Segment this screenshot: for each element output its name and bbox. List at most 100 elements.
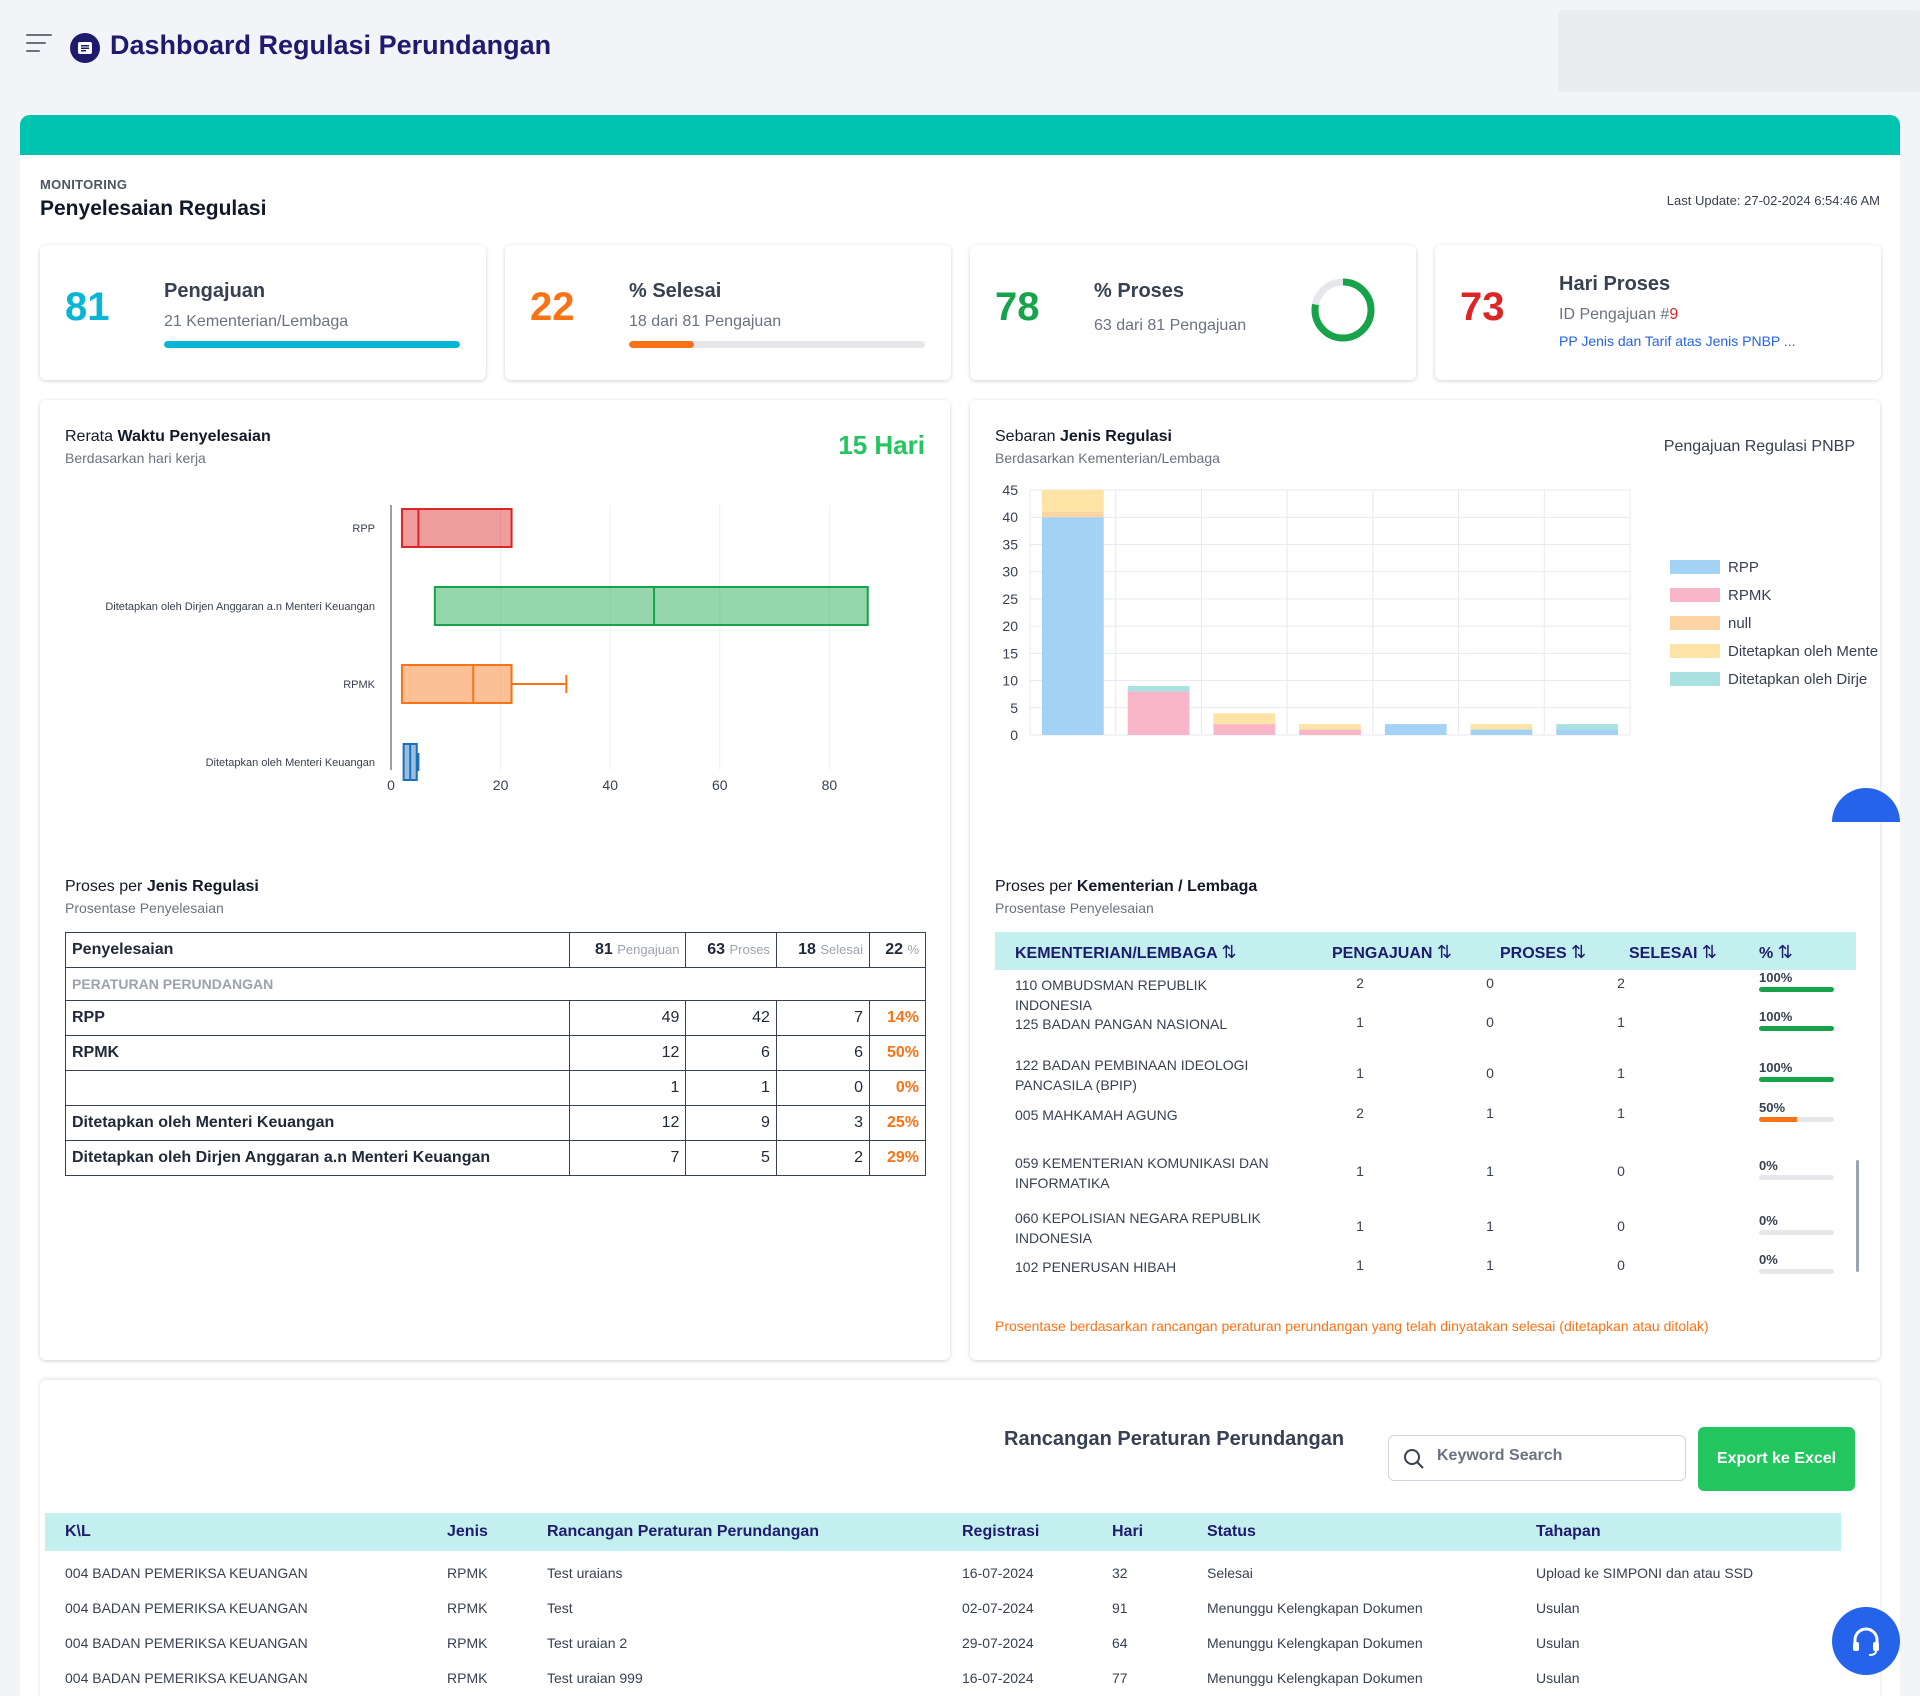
sort-icon: ⇅: [1436, 942, 1453, 962]
main-card: MONITORING Penyelesaian Regulasi Last Up…: [20, 115, 1900, 1696]
regulation-link[interactable]: PP Jenis dan Tarif atas Jenis PNBP ...: [1559, 333, 1796, 349]
legend-label: RPMK: [1728, 587, 1771, 604]
pct-bar: [1759, 987, 1834, 992]
sort-icon: ⇅: [1777, 942, 1793, 962]
stat-title: Pengajuan: [164, 280, 266, 302]
col-header-hari[interactable]: Hari: [1112, 1523, 1144, 1540]
col-header-pengajuan[interactable]: PENGAJUAN ⇅: [1332, 942, 1453, 962]
table-row[interactable]: 004 BADAN PEMERIKSA KEUANGAN RPMK Test ura…: [45, 1660, 1841, 1695]
x-tick-label: 60: [712, 777, 728, 790]
search-field[interactable]: [1388, 1435, 1686, 1481]
table-row: Ditetapkan oleh Menteri Keuangan 12 9 3 …: [65, 1105, 926, 1141]
bar-segment: [1556, 724, 1618, 730]
stat-progress: [629, 341, 925, 348]
cell-pengajuan: 1: [1356, 1163, 1364, 1179]
search-icon: [1404, 1449, 1424, 1469]
jenis-table: Penyelesaian 81 Pengajuan 63 Proses 18 S…: [65, 932, 926, 1176]
y-tick-label: 5: [1010, 700, 1018, 716]
export-excel-button[interactable]: Export ke Excel: [1698, 1427, 1855, 1491]
kl-subtitle: Prosentase Penyelesaian: [995, 900, 1154, 916]
cell-proses: 0: [1486, 1014, 1494, 1030]
sort-icon: ⇅: [1701, 942, 1718, 962]
section-row: PERATURAN PERUNDANGAN: [65, 967, 926, 1001]
search-input[interactable]: [1437, 1447, 1667, 1465]
col-header-jenis[interactable]: Jenis: [447, 1523, 488, 1540]
bar-segment: [1470, 724, 1533, 730]
stat-card-selesai: 22 % Selesai 18 dari 81 Pengajuan: [505, 245, 951, 380]
cell-proses: 1: [1486, 1218, 1494, 1234]
cell-hari: 77: [1112, 1670, 1128, 1686]
cell-pengajuan: 1: [1356, 1014, 1364, 1030]
row-label: RPP: [65, 1000, 570, 1036]
bar-segment: [1470, 729, 1533, 735]
stat-subtitle: 63 dari 81 Pengajuan: [1094, 317, 1247, 334]
bar-segment: [1213, 724, 1276, 735]
cell-registrasi: 16-07-2024: [962, 1670, 1034, 1686]
pct-bar: [1759, 1269, 1834, 1274]
jenis-subtitle: Prosentase Penyelesaian: [65, 900, 224, 916]
waktu-value: 15 Hari: [838, 430, 925, 460]
sebaran-panel: Sebaran Jenis Regulasi Berdasarkan Kemen…: [970, 400, 1880, 1360]
headset-icon[interactable]: [1832, 1607, 1900, 1675]
cell-selesai: 3: [775, 1105, 871, 1141]
cell-tahapan: Upload ke SIMPONI dan atau SSD: [1536, 1565, 1754, 1581]
table-row: RPMK 12 6 6 50%: [65, 1035, 926, 1071]
kl-name: 005 MAHKAMAH AGUNG: [1015, 1107, 1178, 1123]
cell-tahapan: Usulan: [1536, 1635, 1580, 1651]
x-tick-label: 40: [602, 777, 618, 790]
stat-value: 78: [995, 285, 1040, 329]
cell-proses: 1: [1486, 1257, 1494, 1273]
legend-swatch: [1670, 560, 1720, 574]
user-area: [1558, 10, 1920, 92]
cell-pengajuan: 2: [1356, 975, 1364, 991]
kl-note: Prosentase berdasarkan rancangan peratur…: [995, 1318, 1709, 1334]
rancangan-title: Rancangan Peraturan Perundangan: [1004, 1428, 1345, 1450]
cell-selesai: 0: [1617, 1163, 1625, 1179]
rancangan-table-header: K\L Jenis Rancangan Peraturan Perundanga…: [45, 1513, 1841, 1551]
cell-proses: 0: [1486, 1065, 1494, 1081]
row-label: RPMK: [65, 1035, 570, 1071]
col-header-status[interactable]: Status: [1207, 1523, 1256, 1540]
bar-segment: [1127, 686, 1190, 692]
cell-pct: 0%: [869, 1070, 926, 1106]
x-tick-label: 0: [387, 777, 395, 790]
table-row[interactable]: 004 BADAN PEMERIKSA KEUANGAN RPMK Test ura…: [45, 1625, 1841, 1660]
cell-selesai: 6: [775, 1035, 871, 1071]
cell-rancangan: Test uraian 999: [547, 1670, 643, 1686]
cell-proses: 42: [685, 1000, 777, 1036]
stat-value: 81: [65, 285, 110, 329]
x-tick-label: 80: [822, 777, 838, 790]
bar-segment: [1042, 511, 1104, 518]
cell-tahapan: Usulan: [1536, 1600, 1580, 1616]
scrollbar[interactable]: [1856, 1160, 1859, 1272]
proses-donut: [1311, 278, 1375, 342]
kl-name: 059 KEMENTERIAN KOMUNIKASI DAN INFORMATI…: [1015, 1155, 1269, 1191]
y-tick-label: 20: [1002, 618, 1018, 634]
col-header-kl[interactable]: KEMENTERIAN/LEMBAGA ⇅: [1015, 942, 1237, 962]
col-header-kl[interactable]: K\L: [65, 1523, 91, 1540]
cell-jenis: RPMK: [447, 1565, 488, 1581]
col-header-tahapan[interactable]: Tahapan: [1536, 1523, 1601, 1540]
bar-segment: [1127, 691, 1190, 735]
col-header-proses[interactable]: PROSES ⇅: [1500, 942, 1587, 962]
col-header-pct[interactable]: % ⇅: [1759, 942, 1793, 962]
cell-proses: 1: [1486, 1163, 1494, 1179]
cell-selesai: 0: [1617, 1257, 1625, 1273]
stat-subtitle: 18 dari 81 Pengajuan: [629, 313, 782, 330]
col-header-rancangan[interactable]: Rancangan Peraturan Perundangan: [547, 1523, 820, 1540]
table-row: 1 1 0 0%: [65, 1070, 926, 1106]
cell-selesai: 2: [1617, 975, 1625, 991]
top-bar: Dashboard Regulasi Perundangan: [0, 0, 1920, 100]
col-header-registrasi[interactable]: Registrasi: [962, 1523, 1040, 1540]
table-row[interactable]: 004 BADAN PEMERIKSA KEUANGAN RPMK Test ura…: [45, 1555, 1841, 1590]
menu-icon[interactable]: [26, 34, 52, 54]
stat-subtitle: 21 Kementerian/Lembaga: [164, 313, 349, 330]
cell-pct: 100%: [1759, 1060, 1793, 1075]
pct-bar: [1759, 1026, 1834, 1031]
cell-tahapan: Usulan: [1536, 1670, 1580, 1686]
document-icon: [70, 33, 100, 63]
col-header-selesai[interactable]: SELESAI ⇅: [1629, 942, 1718, 962]
table-row[interactable]: 004 BADAN PEMERIKSA KEUANGAN RPMK Test 02-0…: [45, 1590, 1841, 1625]
category-label: RPMK: [343, 679, 375, 691]
cell-rancangan: Test uraian 2: [547, 1635, 628, 1651]
